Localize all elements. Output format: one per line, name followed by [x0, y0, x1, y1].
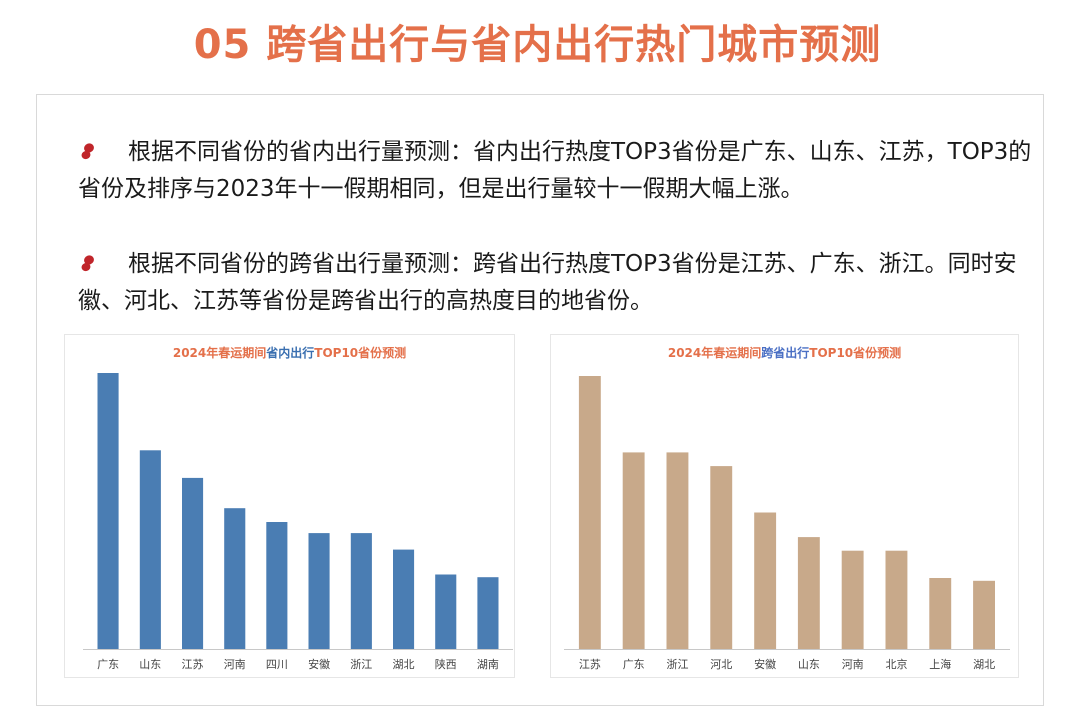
bar-安徽: [754, 512, 777, 649]
x-tick-label: 广东: [623, 658, 645, 671]
chart-title-suffix: TOP10省份预测: [809, 346, 902, 360]
chart-title-prefix: 2024年春运期间: [667, 346, 762, 360]
x-tick-label: 湖北: [393, 658, 415, 671]
bullet-text: 根据不同省份的跨省出行量预测：跨省出行热度TOP3省份是江苏、广东、浙江。同时安…: [78, 251, 1017, 314]
bar-chart-intra-province: 广东 山东 江苏 河南 四川 安徽 浙江 湖北 陕西 湖南: [83, 373, 513, 671]
x-tick-label: 安徽: [308, 657, 330, 671]
bar-江苏: [182, 477, 204, 649]
bar-陕西: [435, 574, 457, 649]
bar-山东: [797, 537, 820, 649]
x-tick-label: 湖南: [477, 658, 499, 671]
x-tick-label: 山东: [139, 658, 161, 671]
bar-河南: [841, 550, 864, 649]
bar-广东: [622, 452, 645, 649]
bar-河北: [710, 466, 733, 649]
x-tick-label: 陕西: [435, 657, 457, 671]
x-tick-label: 河南: [224, 658, 246, 671]
bar-四川: [266, 522, 288, 649]
chart-panel-intra-province: 2024年春运期间省内出行TOP10省份预测 广东 山东 江苏 河南 四川 安徽 浙江 湖北 陕…: [64, 334, 515, 678]
bar-北京: [885, 550, 908, 649]
x-tick-label: 河北: [710, 658, 732, 671]
slide-title: 05 跨省出行与省内出行热门城市预测: [193, 22, 882, 68]
bar-湖北: [973, 580, 995, 650]
x-tick-label: 广东: [97, 658, 119, 671]
bar-江苏: [578, 376, 601, 649]
x-tick-label: 江苏: [182, 658, 204, 671]
chart-title: 2024年春运期间省内出行TOP10省份预测: [65, 344, 514, 361]
chart-panel-inter-province: 2024年春运期间跨省出行TOP10省份预测 江苏 广东 浙江 河北 安徽 山东 河南 北京 上…: [550, 334, 1019, 678]
bar-山东: [139, 450, 161, 649]
bar-广东: [97, 373, 119, 649]
bar-安徽: [308, 533, 330, 649]
chart-title-highlight: 跨省出行: [761, 346, 810, 360]
pin-icon: [81, 255, 94, 272]
x-tick-label: 江苏: [579, 658, 601, 671]
bar-上海: [929, 578, 952, 649]
bar-浙江: [350, 533, 372, 649]
x-tick-label: 北京: [886, 657, 908, 671]
bullet-text: 根据不同省份的省内出行量预测：省内出行热度TOP3省份是广东、山东、江苏，TOP…: [78, 139, 1032, 202]
x-tick-label: 湖北: [973, 658, 995, 671]
bar-河南: [224, 508, 246, 649]
x-tick-label: 河南: [842, 658, 864, 671]
bar-chart-inter-province: 江苏 广东 浙江 河北 安徽 山东 河南 北京 上海 湖北: [564, 376, 1010, 671]
bar-湖北: [393, 549, 415, 649]
chart-title-highlight: 省内出行: [266, 346, 315, 360]
bullet-item-intra-province: 根据不同省份的省内出行量预测：省内出行热度TOP3省份是广东、山东、江苏，TOP…: [78, 134, 1038, 208]
x-tick-label: 上海: [929, 657, 951, 671]
x-tick-label: 浙江: [667, 658, 689, 671]
x-tick-label: 安徽: [754, 657, 776, 671]
chart-title: 2024年春运期间跨省出行TOP10省份预测: [551, 344, 1018, 361]
chart-title-suffix: TOP10省份预测: [314, 346, 407, 360]
pin-icon: [81, 143, 94, 160]
x-tick-label: 浙江: [350, 658, 372, 671]
x-tick-label: 四川: [266, 658, 288, 671]
chart-title-prefix: 2024年春运期间: [172, 346, 267, 360]
x-tick-label: 山东: [798, 658, 820, 671]
bar-湖南: [477, 577, 499, 649]
bullet-item-inter-province: 根据不同省份的跨省出行量预测：跨省出行热度TOP3省份是江苏、广东、浙江。同时安…: [78, 246, 1038, 320]
bar-浙江: [666, 452, 689, 649]
